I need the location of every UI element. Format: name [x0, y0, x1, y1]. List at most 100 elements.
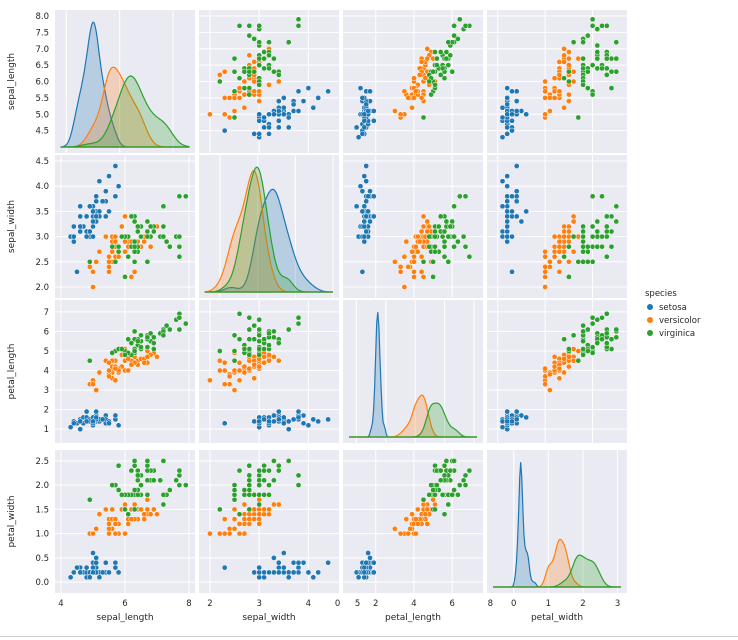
point-versicolor — [241, 78, 248, 85]
point-setosa — [261, 569, 267, 576]
point-virginica — [266, 39, 272, 46]
point-virginica — [266, 342, 272, 348]
point-virginica — [131, 258, 138, 265]
point-setosa — [509, 268, 515, 275]
point-versicolor — [422, 75, 429, 82]
point-setosa — [295, 408, 302, 415]
point-setosa — [504, 408, 511, 415]
point-virginica — [147, 223, 154, 230]
point-versicolor — [566, 55, 572, 62]
point-versicolor — [570, 68, 577, 75]
point-virginica — [295, 320, 302, 327]
point-virginica — [589, 258, 596, 265]
point-virginica — [570, 233, 577, 240]
point-virginica — [131, 506, 138, 513]
point-virginica — [594, 228, 601, 235]
point-versicolor — [261, 353, 267, 360]
point-setosa — [295, 564, 302, 571]
point-versicolor — [266, 81, 272, 88]
xlabel-petal_width: petal_width — [531, 613, 583, 623]
point-setosa — [499, 228, 506, 235]
point-virginica — [462, 482, 469, 488]
point-versicolor — [231, 387, 238, 393]
point-setosa — [266, 111, 272, 118]
point-versicolor — [432, 501, 438, 508]
point-setosa — [504, 238, 511, 245]
point-setosa — [221, 564, 228, 571]
point-versicolor — [122, 501, 128, 508]
point-setosa — [363, 213, 370, 220]
point-setosa — [83, 418, 90, 425]
point-setosa — [280, 564, 287, 571]
point-setosa — [86, 574, 93, 581]
point-versicolor — [403, 238, 410, 245]
point-versicolor — [556, 365, 563, 372]
point-virginica — [594, 42, 601, 49]
point-versicolor — [420, 223, 427, 230]
point-versicolor — [125, 367, 132, 374]
point-versicolor — [542, 268, 548, 275]
point-virginica — [150, 346, 157, 352]
point-virginica — [451, 233, 457, 240]
point-versicolor — [556, 88, 563, 95]
point-virginica — [115, 248, 122, 255]
panel-petal_width-vs-petal_width — [487, 450, 627, 593]
point-versicolor — [413, 530, 419, 537]
point-virginica — [109, 482, 116, 488]
xlabel-sepal_length: sepal_length — [96, 613, 153, 623]
xtick-label-petal_length: 2 — [373, 599, 378, 609]
point-versicolor — [414, 248, 421, 255]
point-setosa — [518, 412, 525, 419]
point-virginica — [437, 467, 444, 474]
point-versicolor — [93, 525, 100, 532]
ytick-label-petal_width: 1.0 — [35, 530, 49, 540]
point-virginica — [599, 193, 605, 200]
point-setosa — [102, 213, 109, 220]
point-setosa — [513, 198, 520, 205]
point-virginica — [236, 511, 243, 518]
point-virginica — [112, 258, 119, 265]
point-versicolor — [256, 506, 263, 513]
point-virginica — [566, 346, 572, 352]
point-setosa — [93, 193, 100, 200]
ytick-label-petal_width: 0.5 — [35, 554, 49, 564]
point-virginica — [603, 65, 610, 72]
point-virginica — [445, 258, 452, 265]
point-versicolor — [556, 248, 563, 255]
pairplot-panels: 4.5 5.0 5.5 6.0 6.5 7.0 7.5 8.0 sepal_length 2.0 2… — [7, 10, 627, 623]
point-virginica — [236, 22, 243, 29]
point-setosa — [513, 88, 520, 95]
point-virginica — [441, 228, 448, 235]
point-versicolor — [141, 516, 148, 522]
point-versicolor — [570, 346, 577, 352]
ytick-label-sepal_width: 3.5 — [35, 207, 49, 217]
point-virginica — [256, 467, 263, 474]
point-setosa — [256, 111, 263, 118]
point-setosa — [359, 268, 366, 275]
point-setosa — [325, 416, 331, 423]
point-virginica — [455, 36, 461, 42]
point-virginica — [455, 491, 461, 498]
point-virginica — [447, 52, 454, 59]
point-setosa — [285, 124, 292, 131]
point-virginica — [134, 338, 141, 345]
point-virginica — [441, 472, 448, 479]
point-versicolor — [397, 530, 404, 537]
point-setosa — [300, 98, 307, 104]
point-versicolor — [231, 367, 238, 374]
point-virginica — [256, 326, 263, 333]
point-versicolor — [397, 263, 404, 270]
point-versicolor — [144, 506, 151, 513]
point-setosa — [499, 233, 506, 240]
point-setosa — [355, 574, 362, 581]
xtick-label-sepal_width: 5 — [355, 599, 360, 609]
point-versicolor — [405, 263, 412, 270]
point-virginica — [176, 233, 183, 240]
point-virginica — [131, 487, 138, 493]
point-setosa — [361, 574, 368, 581]
point-virginica — [160, 233, 167, 240]
point-versicolor — [96, 369, 103, 376]
point-virginica — [236, 467, 243, 474]
ytick-label-sepal_length: 6.5 — [35, 61, 49, 71]
point-setosa — [83, 408, 90, 415]
